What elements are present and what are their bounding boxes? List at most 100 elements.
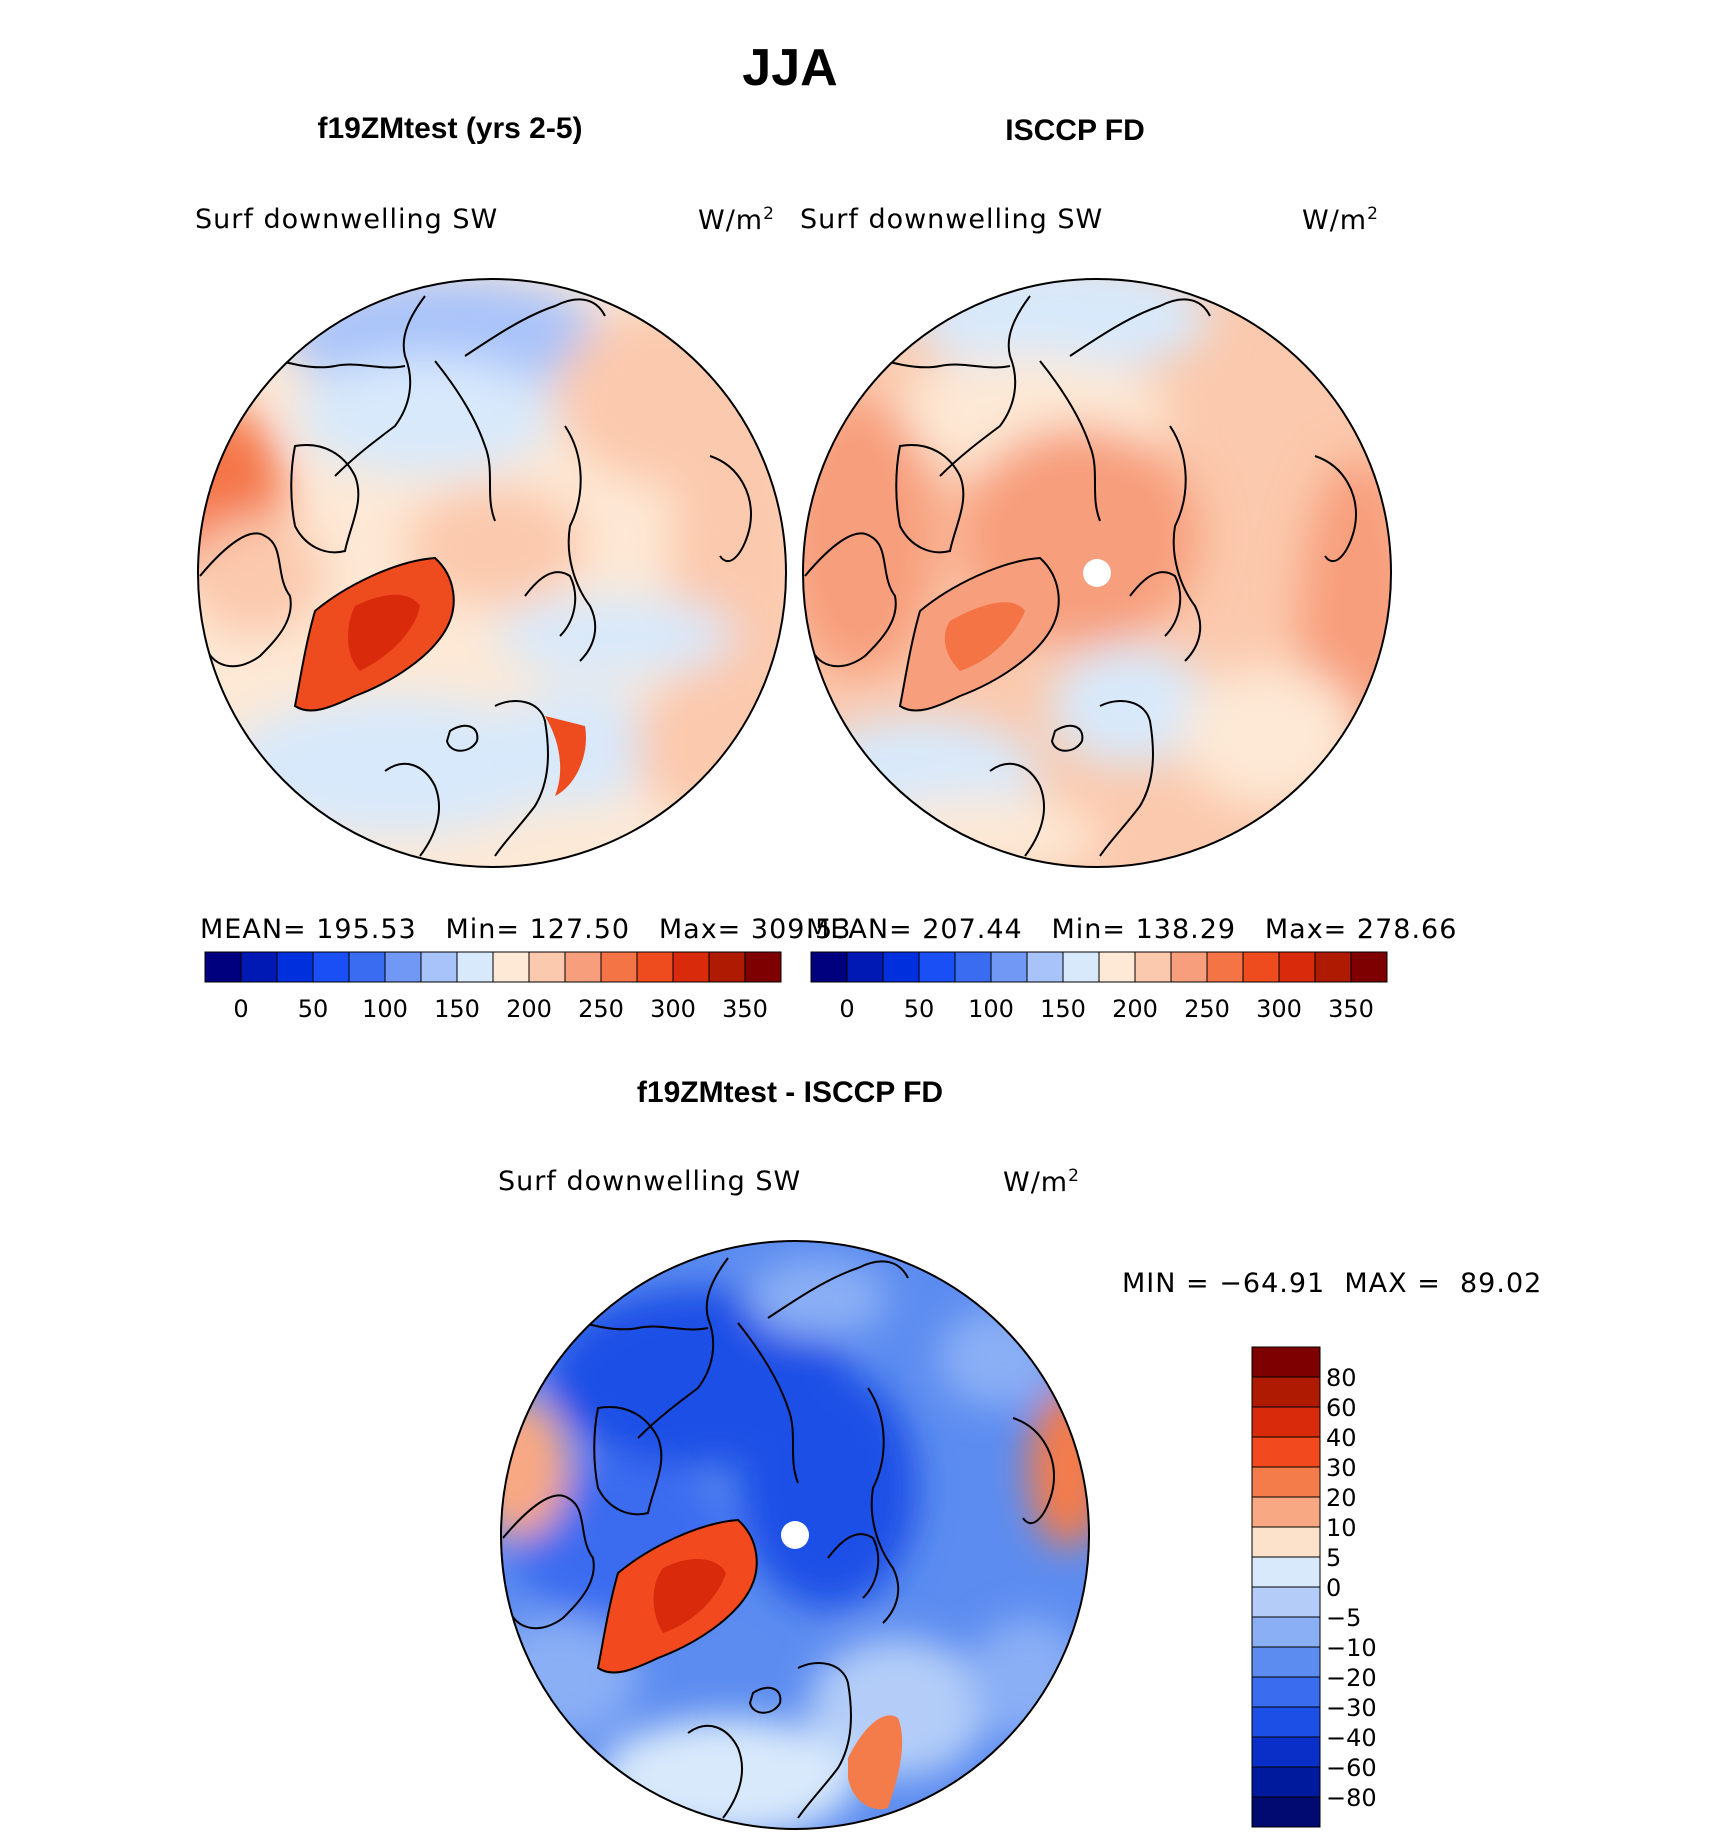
obs-field-region xyxy=(1050,646,1210,766)
model-stats: MEAN= 195.53 Min= 127.50 Max= 309.53 xyxy=(200,914,852,945)
model-coastline-siberian-shelf xyxy=(464,298,606,357)
model-coastline-novaya-zemlya xyxy=(524,571,577,637)
model-polar-map xyxy=(197,278,787,868)
model-coastline-greenland xyxy=(293,556,455,712)
model-map-boundary xyxy=(197,278,787,868)
diff-colorbar-tick-label: 40 xyxy=(1326,1424,1357,1452)
obs-coastline-greenland xyxy=(898,556,1060,712)
model-colorbar-swatch xyxy=(348,951,386,983)
model-colorbar-swatch xyxy=(564,951,602,983)
diff-field-region xyxy=(808,1638,988,1778)
obs-units-label: W/m2 xyxy=(1302,204,1379,236)
model-field-region xyxy=(495,596,735,676)
diff-colorbar-swatch xyxy=(1251,1796,1321,1828)
obs-coastline-taymyr xyxy=(1039,360,1101,522)
model-colorbar-swatch xyxy=(600,951,638,983)
obs-colorbar-tick-label: 250 xyxy=(1184,995,1230,1023)
diff-coastline-siberia xyxy=(637,1257,729,1439)
obs-colorbar-swatch xyxy=(918,951,956,983)
obs-coastline-scandinavia xyxy=(1099,700,1154,857)
diff-colorbar-swatch xyxy=(1251,1706,1321,1738)
diff-panel-title: f19ZMtest - ISCCP FD xyxy=(636,1076,944,1109)
obs-pole-mask xyxy=(1083,559,1111,587)
obs-coastline-siberia xyxy=(939,295,1031,477)
obs-coastline-iceland xyxy=(1050,724,1084,752)
diff-coastline-alaska xyxy=(502,1494,595,1630)
diff-colorbar-swatch xyxy=(1251,1616,1321,1648)
obs-colorbar-swatch xyxy=(1134,951,1172,983)
diff-coastline-siberian-shelf xyxy=(767,1260,909,1319)
obs-colorbar-swatch xyxy=(1242,951,1280,983)
model-field-region xyxy=(295,356,555,476)
diff-colorbar-swatch xyxy=(1251,1586,1321,1618)
diff-coastline-uk xyxy=(687,1724,743,1819)
obs-colorbar-swatch xyxy=(1314,951,1352,983)
model-colorbar-swatch xyxy=(204,951,242,983)
diff-colorbar-swatch xyxy=(1251,1736,1321,1768)
model-colorbar-swatch xyxy=(312,951,350,983)
diff-colorbar-swatch xyxy=(1251,1556,1321,1588)
obs-colorbar-swatch xyxy=(990,951,1028,983)
diff-colorbar-tick-label: 5 xyxy=(1326,1544,1341,1572)
obs-colorbar-swatch xyxy=(1170,951,1208,983)
diff-colorbar-tick-label: 10 xyxy=(1326,1514,1357,1542)
obs-colorbar-swatch xyxy=(1062,951,1100,983)
diff-colorbar-swatch xyxy=(1251,1496,1321,1528)
model-colorbar-tick-label: 50 xyxy=(298,995,329,1023)
obs-colorbar-tick-label: 0 xyxy=(839,995,854,1023)
diff-colorbar-swatch xyxy=(1251,1766,1321,1798)
diff-field-region xyxy=(748,1258,888,1338)
model-field-region xyxy=(545,716,586,796)
obs-colorbar-swatch xyxy=(1278,951,1316,983)
obs-coastline-caspian xyxy=(1314,455,1357,563)
model-coastline-siberia xyxy=(334,295,426,477)
diff-coastline-novaya-zemlya xyxy=(827,1533,880,1599)
diff-field-region xyxy=(848,1715,903,1810)
model-coastline-alaska xyxy=(199,532,292,668)
obs-colorbar-swatch xyxy=(1206,951,1244,983)
obs-coastline-alaska xyxy=(804,532,897,668)
diff-colorbar-swatch xyxy=(1251,1676,1321,1708)
model-colorbar-swatch xyxy=(240,951,278,983)
model-coastline-north-europe xyxy=(564,425,597,662)
model-field-region xyxy=(405,486,585,606)
obs-colorbar-swatch xyxy=(810,951,848,983)
diff-colorbar-swatch xyxy=(1251,1526,1321,1558)
obs-coastline-north-europe xyxy=(1169,425,1202,662)
obs-colorbar-swatch xyxy=(1350,951,1388,983)
model-colorbar-swatch xyxy=(420,951,458,983)
obs-map-boundary xyxy=(802,278,1392,868)
model-units-label: W/m2 xyxy=(698,204,775,236)
diff-units-label: W/m2 xyxy=(1003,1166,1080,1198)
obs-field-max-region xyxy=(944,602,1025,671)
diff-colorbar-tick-label: 30 xyxy=(1326,1454,1357,1482)
diff-colorbar-swatch xyxy=(1251,1466,1321,1498)
obs-stats: MEAN= 207.44 Min= 138.29 Max= 278.66 xyxy=(806,914,1458,945)
diff-coastline-iceland xyxy=(748,1686,782,1714)
diff-colorbar-swatch xyxy=(1251,1436,1321,1468)
model-colorbar-swatch xyxy=(492,951,530,983)
diff-colorbar-tick-label: 20 xyxy=(1326,1484,1357,1512)
obs-colorbar-swatch xyxy=(1098,951,1136,983)
model-colorbar-tick-label: 0 xyxy=(233,995,248,1023)
diff-colorbar-tick-label: −20 xyxy=(1326,1664,1377,1692)
model-field-region xyxy=(635,676,755,816)
diff-field-region xyxy=(968,1618,1088,1738)
diff-field-max-core xyxy=(653,1558,726,1633)
model-colorbar-swatch xyxy=(708,951,746,983)
obs-colorbar-swatch xyxy=(1026,951,1064,983)
diff-coastline-greenland xyxy=(596,1518,758,1674)
model-colorbar-swatch xyxy=(528,951,566,983)
diff-coastline-taymyr xyxy=(737,1322,799,1484)
obs-colorbar-tick-label: 100 xyxy=(968,995,1014,1023)
obs-polar-map xyxy=(802,278,1392,868)
model-colorbar-tick-label: 350 xyxy=(722,995,768,1023)
diff-colorbar-swatch xyxy=(1251,1346,1321,1378)
diff-colorbar-swatch xyxy=(1251,1376,1321,1408)
diff-coastline-north-europe xyxy=(867,1387,900,1624)
obs-panel-title: ISCCP FD xyxy=(1005,114,1145,147)
model-colorbar-swatch xyxy=(636,951,674,983)
diff-pole-mask xyxy=(781,1521,809,1549)
obs-coastline-canadian-archipelago xyxy=(895,444,965,554)
